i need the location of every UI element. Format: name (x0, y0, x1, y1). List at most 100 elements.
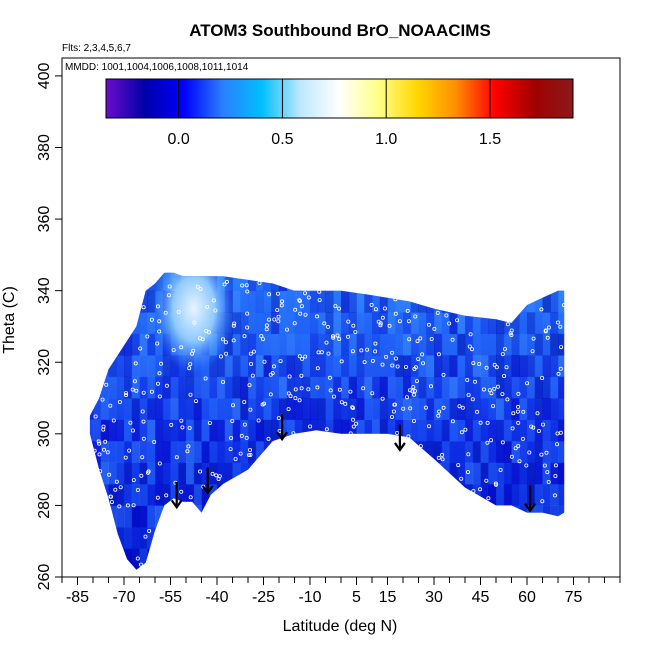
sample-point (335, 333, 340, 338)
sample-point (188, 392, 193, 397)
sample-point (100, 397, 105, 402)
x-tick-label: 60 (518, 589, 536, 606)
sample-point (135, 487, 140, 492)
sample-point (206, 330, 211, 335)
sample-point (97, 452, 102, 457)
sample-point (98, 469, 103, 474)
y-tick-label: 400 (36, 62, 53, 89)
sample-point (350, 349, 355, 354)
sample-point (486, 496, 491, 501)
sample-point (179, 489, 184, 494)
sample-point (157, 319, 162, 324)
sample-point (324, 340, 329, 345)
sample-point (93, 414, 98, 419)
sample-point (157, 461, 162, 466)
sample-point (303, 354, 308, 359)
sample-point (328, 388, 333, 393)
sample-point (224, 351, 229, 356)
sample-point (415, 339, 420, 344)
sample-point (176, 309, 181, 314)
sample-point (133, 361, 138, 366)
sample-point (521, 409, 526, 414)
sample-point (351, 323, 356, 328)
x-tick-label: -85 (66, 589, 89, 606)
sample-point (527, 450, 532, 455)
sample-point (288, 394, 293, 399)
sample-point (515, 409, 520, 414)
sample-point (511, 411, 516, 416)
sample-point (164, 383, 169, 388)
sample-point (395, 364, 400, 369)
sample-point (455, 318, 460, 323)
sample-point (441, 405, 446, 410)
sample-point (108, 403, 113, 408)
sample-point (103, 439, 108, 444)
sample-point (326, 351, 331, 356)
sample-point (138, 346, 143, 351)
x-tick-label: -70 (112, 589, 135, 606)
sample-point (193, 399, 198, 404)
sample-point (412, 388, 417, 393)
sample-point (465, 470, 470, 475)
colorbar-ramp (105, 78, 574, 119)
sample-point (524, 463, 529, 468)
sample-point (378, 323, 383, 328)
sample-point (157, 371, 162, 376)
sample-point (155, 341, 160, 346)
y-tick-label: 320 (36, 349, 53, 376)
sample-point (350, 405, 355, 410)
sample-point (543, 329, 548, 334)
sample-point (327, 375, 332, 380)
sample-point (493, 482, 498, 487)
sample-point (238, 451, 243, 456)
sample-point (426, 424, 431, 429)
sample-point (271, 364, 276, 369)
sample-point (266, 436, 271, 441)
sample-point (505, 397, 510, 402)
sample-point (390, 363, 395, 368)
tropopause-arrow (276, 413, 288, 442)
sample-point (192, 320, 197, 325)
sample-point (416, 357, 421, 362)
sample-point (101, 427, 106, 432)
sample-point (343, 401, 348, 406)
sample-point (108, 494, 113, 499)
sample-point (459, 430, 464, 435)
sample-point (404, 395, 409, 400)
sample-point (471, 361, 476, 366)
sample-point (217, 474, 222, 479)
sample-point (104, 382, 109, 387)
sample-point (221, 379, 226, 384)
sample-point (456, 463, 461, 468)
sample-point (272, 317, 277, 322)
sample-point (411, 385, 416, 390)
sample-point (531, 425, 536, 430)
sample-point (516, 391, 521, 396)
sample-point (337, 387, 342, 392)
sample-point (412, 366, 417, 371)
sample-point (420, 361, 425, 366)
sample-point (284, 327, 289, 332)
sample-point (200, 337, 205, 342)
sample-point (362, 360, 367, 365)
sample-point (384, 354, 389, 359)
sample-point (428, 384, 433, 389)
sample-point (429, 336, 434, 341)
sample-point (188, 362, 193, 367)
sample-point (495, 384, 500, 389)
sample-point (378, 321, 383, 326)
sample-point (539, 452, 544, 457)
sample-point (432, 326, 437, 331)
sample-point (293, 387, 298, 392)
sample-point (513, 446, 518, 451)
bro-field-texture (89, 272, 565, 570)
sample-point (475, 409, 480, 414)
sample-point (198, 469, 203, 474)
sample-point (186, 444, 191, 449)
sample-point (230, 418, 235, 423)
sample-point (124, 393, 129, 398)
sample-point (369, 302, 374, 307)
sample-point (373, 307, 378, 312)
sample-point (242, 334, 247, 339)
sample-point (392, 402, 397, 407)
